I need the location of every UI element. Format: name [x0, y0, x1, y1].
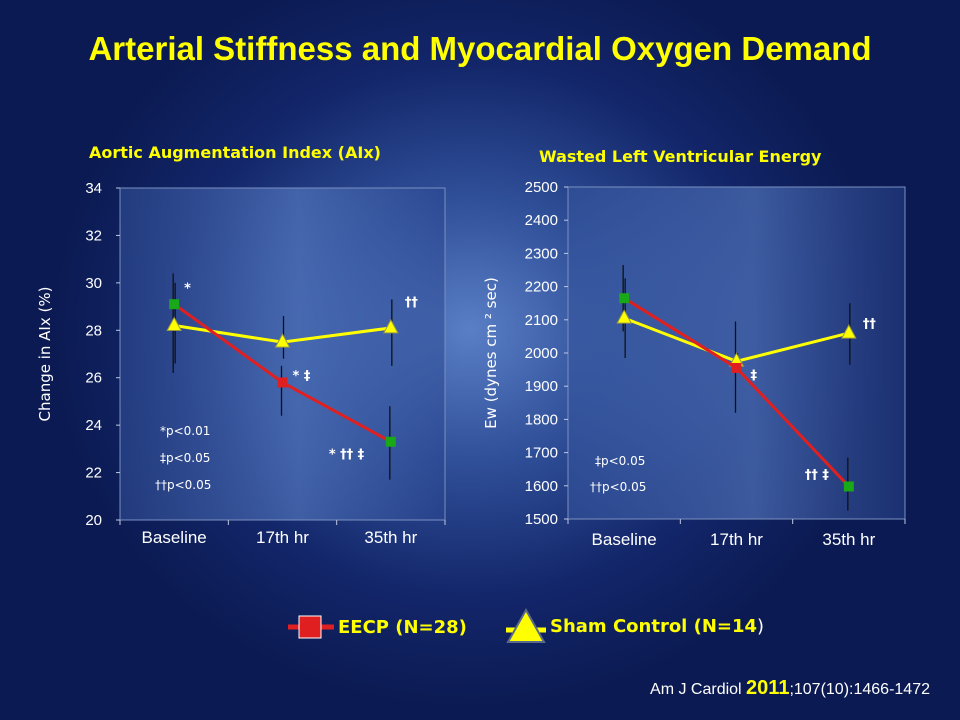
sham-legend-icon — [506, 607, 546, 643]
chart-title-ew: Wasted Left Ventricular Energy — [539, 147, 822, 166]
footnote: ‡p<0.05 — [160, 451, 210, 465]
sham-point — [840, 324, 857, 339]
y-axis-label: Ew (dynes cm ² sec) — [482, 277, 500, 429]
y-tick-label: 1700 — [525, 445, 558, 462]
y-tick-label: 22 — [85, 465, 102, 482]
annotation: ‡ — [751, 369, 758, 384]
aix-chart: 20 22 24 26 28 30 32 34 Baseline 17th hr 35th hr Ch… — [36, 180, 446, 547]
y-tick-label: 30 — [85, 275, 102, 292]
legend-eecp-label: EECP (N=28) — [338, 616, 467, 638]
y-tick-label: 1900 — [525, 378, 558, 395]
y-tick-label: 2100 — [525, 312, 558, 329]
footnote: ‡p<0.05 — [595, 454, 645, 468]
x-tick-label: 17th hr — [256, 528, 309, 547]
x-tick-label: 35th hr — [364, 528, 417, 547]
y-tick-label: 24 — [85, 417, 102, 434]
annotation: * ‡ — [293, 369, 311, 384]
sham-point — [382, 318, 399, 334]
eecp-point — [619, 293, 630, 304]
annotation: †† ‡ — [805, 468, 830, 483]
y-tick-label: 28 — [85, 322, 102, 339]
x-tick-label: 35th hr — [822, 530, 875, 549]
annotation: * — [184, 281, 191, 296]
y-tick-label: 1600 — [525, 478, 558, 495]
y-tick-label: 2400 — [525, 212, 558, 229]
citation-journal: Am J Cardiol — [650, 681, 747, 698]
eecp-point — [843, 481, 854, 492]
x-tick-label: Baseline — [142, 528, 207, 547]
citation-rest: ;107(10):1466-1472 — [789, 681, 930, 698]
eecp-legend-icon — [288, 615, 334, 639]
y-tick-label: 2000 — [525, 345, 558, 362]
footnote: ††p<0.05 — [590, 480, 646, 494]
legend-sham-label: Sham Control (N=14 — [550, 615, 758, 637]
plot-area — [119, 187, 446, 521]
eecp-point — [731, 362, 742, 373]
y-tick-label: 1800 — [525, 411, 558, 428]
x-tick-label: Baseline — [592, 530, 657, 549]
eecp-point — [385, 436, 396, 447]
citation: Am J Cardiol 2011;107(10):1466-1472 — [650, 677, 930, 700]
eecp-point — [169, 299, 180, 310]
y-tick-label: 2200 — [525, 279, 558, 296]
y-axis-label: Change in AIx (%) — [36, 287, 54, 422]
ew-chart: 1500 1600 1700 1800 1900 2000 2100 2200 2300 2400… — [482, 179, 906, 549]
citation-year: 2011 — [746, 677, 790, 699]
sham-point — [616, 309, 633, 324]
eecp-point — [277, 377, 288, 388]
legend-sham: Sham Control (N=14) — [504, 606, 764, 646]
y-tick-label: 1500 — [525, 511, 558, 528]
annotation: †† — [405, 296, 419, 311]
annotation: * †† ‡ — [329, 447, 365, 462]
annotation: †† — [863, 317, 877, 332]
legend-sham-paren: ) — [757, 615, 765, 637]
x-tick-label: 17th hr — [710, 530, 763, 549]
legend-eecp: EECP (N=28) — [286, 612, 467, 642]
footnote: ††p<0.05 — [155, 478, 211, 492]
y-tick-label: 32 — [85, 227, 102, 244]
y-tick-label: 20 — [85, 512, 102, 529]
footnote: *p<0.01 — [160, 424, 210, 438]
y-tick-label: 2500 — [525, 179, 558, 196]
slide-title: Arterial Stiffness and Myocardial Oxygen… — [88, 30, 872, 67]
y-tick-label: 34 — [85, 180, 102, 197]
sham-point — [274, 333, 291, 348]
chart-title-aix: Aortic Augmentation Index (AIx) — [89, 143, 381, 162]
sham-point — [166, 316, 183, 332]
y-tick-label: 26 — [85, 370, 102, 387]
y-tick-label: 2300 — [525, 245, 558, 262]
